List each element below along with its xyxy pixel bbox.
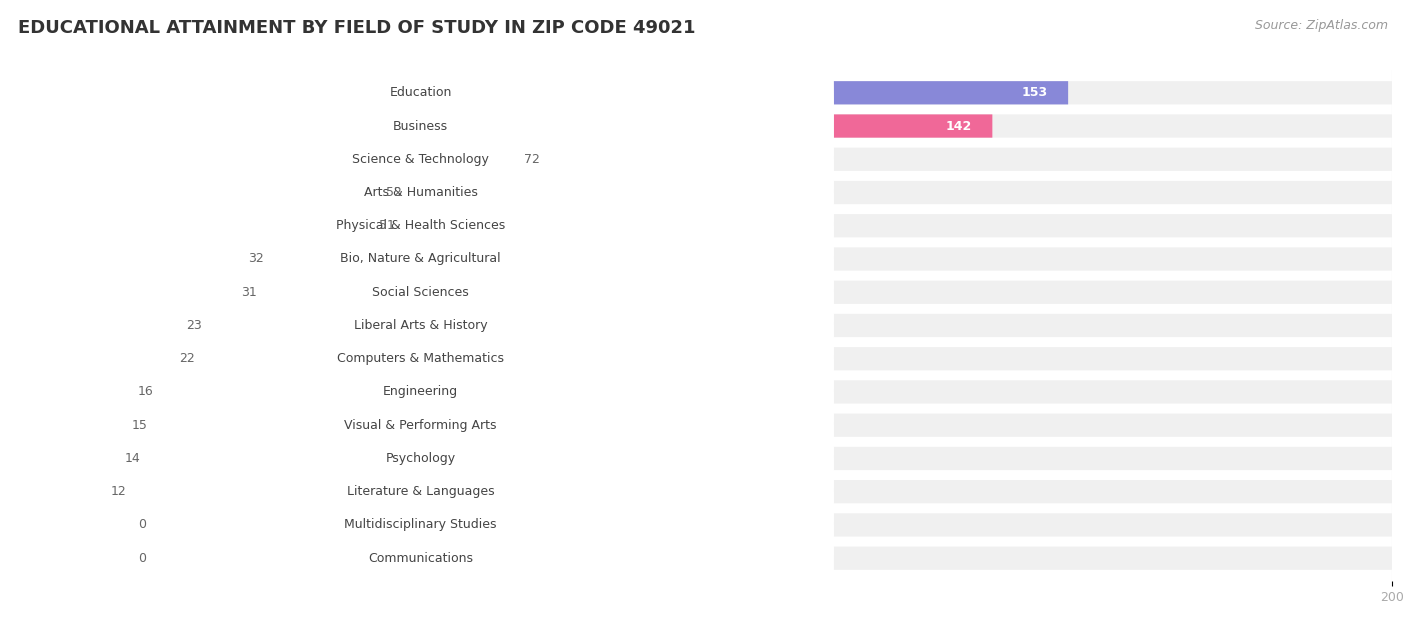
Text: 22: 22: [180, 352, 195, 365]
FancyBboxPatch shape: [14, 114, 1392, 138]
Text: Education: Education: [389, 87, 451, 99]
FancyBboxPatch shape: [14, 547, 1392, 570]
FancyBboxPatch shape: [14, 347, 1392, 370]
FancyBboxPatch shape: [14, 480, 1392, 503]
FancyBboxPatch shape: [7, 466, 834, 632]
Text: 142: 142: [945, 119, 972, 133]
FancyBboxPatch shape: [7, 134, 834, 318]
FancyBboxPatch shape: [14, 513, 1392, 537]
FancyBboxPatch shape: [14, 413, 118, 437]
Text: 16: 16: [138, 386, 153, 398]
FancyBboxPatch shape: [7, 400, 834, 583]
FancyBboxPatch shape: [14, 480, 97, 503]
Text: 31: 31: [242, 286, 257, 299]
FancyBboxPatch shape: [14, 413, 1392, 437]
Text: EDUCATIONAL ATTAINMENT BY FIELD OF STUDY IN ZIP CODE 49021: EDUCATIONAL ATTAINMENT BY FIELD OF STUDY…: [18, 19, 696, 37]
Text: 0: 0: [138, 552, 146, 564]
Text: 23: 23: [186, 319, 202, 332]
FancyBboxPatch shape: [7, 367, 834, 550]
Text: 0: 0: [138, 518, 146, 532]
FancyBboxPatch shape: [14, 81, 1069, 104]
Text: 14: 14: [124, 452, 141, 465]
FancyBboxPatch shape: [14, 314, 173, 337]
FancyBboxPatch shape: [14, 314, 1392, 337]
Text: 52: 52: [387, 186, 402, 199]
FancyBboxPatch shape: [14, 148, 1392, 171]
FancyBboxPatch shape: [14, 214, 366, 238]
Text: Bio, Nature & Agricultural: Bio, Nature & Agricultural: [340, 253, 501, 265]
FancyBboxPatch shape: [7, 68, 834, 251]
FancyBboxPatch shape: [14, 181, 1392, 204]
FancyBboxPatch shape: [7, 167, 834, 351]
Text: Liberal Arts & History: Liberal Arts & History: [354, 319, 488, 332]
Text: 51: 51: [380, 219, 395, 232]
Text: Engineering: Engineering: [382, 386, 458, 398]
Text: Social Sciences: Social Sciences: [373, 286, 470, 299]
FancyBboxPatch shape: [14, 114, 993, 138]
FancyBboxPatch shape: [14, 380, 124, 404]
Text: Arts & Humanities: Arts & Humanities: [364, 186, 478, 199]
FancyBboxPatch shape: [14, 214, 1392, 238]
FancyBboxPatch shape: [14, 81, 1392, 104]
Text: Science & Technology: Science & Technology: [352, 153, 489, 166]
FancyBboxPatch shape: [7, 433, 834, 617]
FancyBboxPatch shape: [14, 347, 166, 370]
FancyBboxPatch shape: [7, 34, 834, 218]
FancyBboxPatch shape: [14, 281, 228, 304]
Text: 12: 12: [111, 485, 127, 498]
Text: Business: Business: [392, 119, 449, 133]
FancyBboxPatch shape: [7, 267, 834, 451]
Text: Computers & Mathematics: Computers & Mathematics: [337, 352, 503, 365]
FancyBboxPatch shape: [14, 281, 1392, 304]
FancyBboxPatch shape: [7, 200, 834, 384]
Text: Multidisciplinary Studies: Multidisciplinary Studies: [344, 518, 496, 532]
FancyBboxPatch shape: [14, 447, 111, 470]
FancyBboxPatch shape: [7, 300, 834, 483]
FancyBboxPatch shape: [14, 547, 69, 570]
Text: Literature & Languages: Literature & Languages: [347, 485, 495, 498]
Text: Communications: Communications: [368, 552, 472, 564]
Text: Physical & Health Sciences: Physical & Health Sciences: [336, 219, 505, 232]
FancyBboxPatch shape: [14, 247, 1392, 270]
FancyBboxPatch shape: [14, 380, 1392, 404]
Text: 153: 153: [1021, 87, 1047, 99]
FancyBboxPatch shape: [7, 100, 834, 284]
FancyBboxPatch shape: [7, 1, 834, 185]
FancyBboxPatch shape: [14, 513, 69, 537]
FancyBboxPatch shape: [14, 247, 235, 270]
FancyBboxPatch shape: [7, 234, 834, 417]
Text: 15: 15: [131, 419, 148, 432]
Text: 32: 32: [249, 253, 264, 265]
FancyBboxPatch shape: [7, 333, 834, 517]
Text: Visual & Performing Arts: Visual & Performing Arts: [344, 419, 496, 432]
Text: Source: ZipAtlas.com: Source: ZipAtlas.com: [1254, 19, 1388, 32]
FancyBboxPatch shape: [14, 447, 1392, 470]
Text: 72: 72: [524, 153, 540, 166]
FancyBboxPatch shape: [14, 181, 373, 204]
Text: Psychology: Psychology: [385, 452, 456, 465]
FancyBboxPatch shape: [14, 148, 510, 171]
